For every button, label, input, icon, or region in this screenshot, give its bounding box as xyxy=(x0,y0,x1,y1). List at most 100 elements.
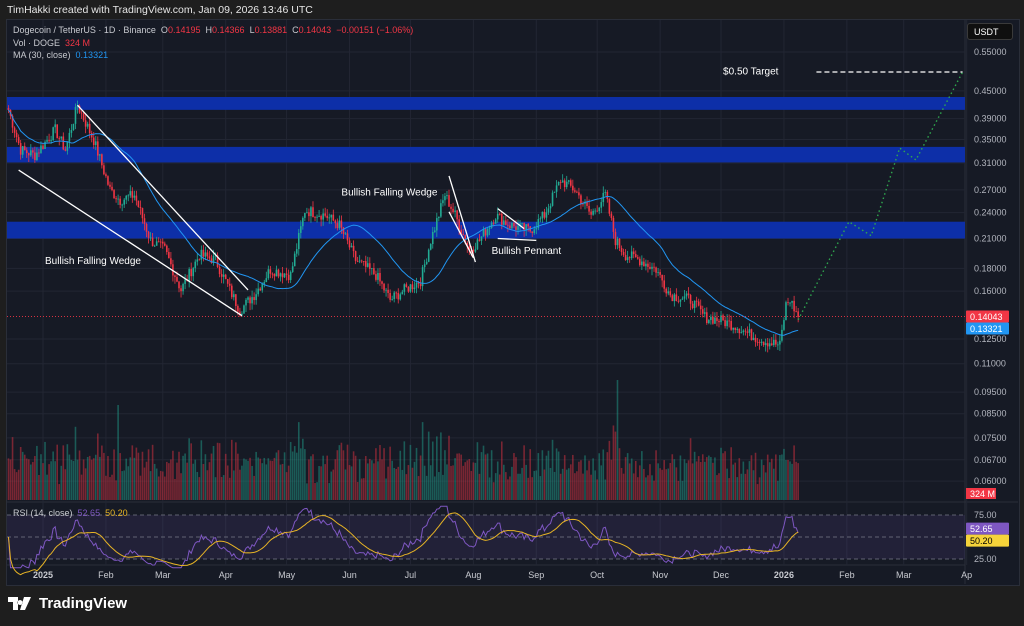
candle xyxy=(555,185,558,192)
volume-bar xyxy=(622,473,625,500)
candle xyxy=(42,145,44,149)
time-tick-label: Ap xyxy=(961,570,972,580)
volume-bar xyxy=(233,470,235,500)
volume-bar xyxy=(180,473,182,500)
volume-bar xyxy=(237,453,239,500)
volume-bar xyxy=(511,466,513,500)
volume-bar xyxy=(204,454,207,500)
price-tick-label: 0.07500 xyxy=(974,433,1007,443)
candle xyxy=(139,206,142,209)
tradingview-logo[interactable]: TradingView xyxy=(8,595,127,612)
volume-bar xyxy=(230,439,233,500)
candle xyxy=(590,211,592,215)
candle xyxy=(36,152,38,161)
candle xyxy=(752,337,755,341)
price-tick-label: 0.18000 xyxy=(974,263,1007,273)
candle xyxy=(97,141,99,156)
candle xyxy=(251,297,253,304)
volume-bar xyxy=(66,444,69,500)
volume-bar xyxy=(787,459,789,500)
candle xyxy=(330,214,333,218)
volume-bar xyxy=(70,459,73,500)
candle xyxy=(677,300,680,302)
volume-bar xyxy=(683,459,686,500)
symbol-name[interactable]: Dogecoin / TetherUS · 1D · Binance xyxy=(13,25,156,35)
rsi-ma-value: 50.20 xyxy=(105,508,128,518)
candle xyxy=(505,220,507,225)
candle xyxy=(222,274,225,277)
volume-bar xyxy=(746,469,749,500)
candle xyxy=(710,316,712,321)
volume-bar xyxy=(620,467,623,500)
volume-bar xyxy=(101,445,103,500)
volume-bar xyxy=(198,477,201,500)
volume-bar xyxy=(515,457,517,500)
candle xyxy=(795,311,797,313)
volume-bar xyxy=(304,449,306,500)
time-tick-label: Sep xyxy=(528,570,544,580)
volume-bar xyxy=(97,433,99,500)
volume-bar xyxy=(36,445,38,500)
volume-bar xyxy=(255,451,257,500)
candle xyxy=(758,342,761,343)
rsi-tick-label: 75.00 xyxy=(974,510,997,520)
candle xyxy=(11,115,14,128)
volume-bar xyxy=(279,464,282,500)
candle xyxy=(541,211,544,219)
candle xyxy=(320,215,322,220)
volume-bar xyxy=(639,465,641,500)
trendline-wedge1-upper xyxy=(77,104,249,291)
volume-bar xyxy=(147,449,150,500)
rsi-legend[interactable]: RSI (14, close) 52.65 50.20 xyxy=(13,508,128,518)
candle xyxy=(708,320,710,324)
ma-legend[interactable]: MA (30, close) 0.13321 xyxy=(13,50,108,60)
volume-legend[interactable]: Vol · DOGE 324 M xyxy=(13,38,90,48)
volume-bar xyxy=(348,465,351,500)
volume-bar xyxy=(119,453,121,500)
candle xyxy=(233,294,235,298)
candle xyxy=(247,297,249,300)
time-tick-label: Dec xyxy=(713,570,730,580)
volume-bar xyxy=(454,458,456,500)
candle xyxy=(574,190,576,192)
candle xyxy=(350,245,353,248)
candle xyxy=(387,289,389,293)
candle xyxy=(257,288,259,295)
time-tick-label: Nov xyxy=(652,570,669,580)
currency-button[interactable]: USDT xyxy=(967,23,1013,40)
volume-bar xyxy=(90,459,93,500)
candle xyxy=(480,236,483,241)
volume-bar xyxy=(316,482,318,500)
candle xyxy=(494,219,497,224)
candle xyxy=(582,203,584,205)
volume-bar xyxy=(308,459,310,500)
volume-bar xyxy=(586,470,588,500)
candle xyxy=(789,302,791,304)
volume-bar xyxy=(149,471,152,500)
candle xyxy=(182,283,184,292)
candle xyxy=(667,291,670,294)
candle xyxy=(174,275,176,277)
volume-bar xyxy=(728,478,730,500)
candle xyxy=(328,217,331,219)
candle xyxy=(64,149,67,151)
candle xyxy=(657,272,659,273)
support-resistance-zone xyxy=(7,96,965,110)
candle xyxy=(622,251,625,255)
ma-price-tag-bg xyxy=(966,322,1009,335)
candle xyxy=(115,198,117,200)
volume-bar xyxy=(196,471,199,500)
candle xyxy=(726,320,728,327)
volume-bar xyxy=(68,454,71,500)
volume-bar xyxy=(770,458,773,500)
close-value: 0.14043 xyxy=(298,25,332,35)
volume-bar xyxy=(482,445,485,500)
candle xyxy=(592,210,594,215)
candle xyxy=(369,263,371,269)
candle xyxy=(513,222,515,227)
chart-frame[interactable] xyxy=(6,19,1020,586)
candle xyxy=(312,207,314,218)
volume-bar xyxy=(40,454,42,500)
candle xyxy=(773,339,775,346)
